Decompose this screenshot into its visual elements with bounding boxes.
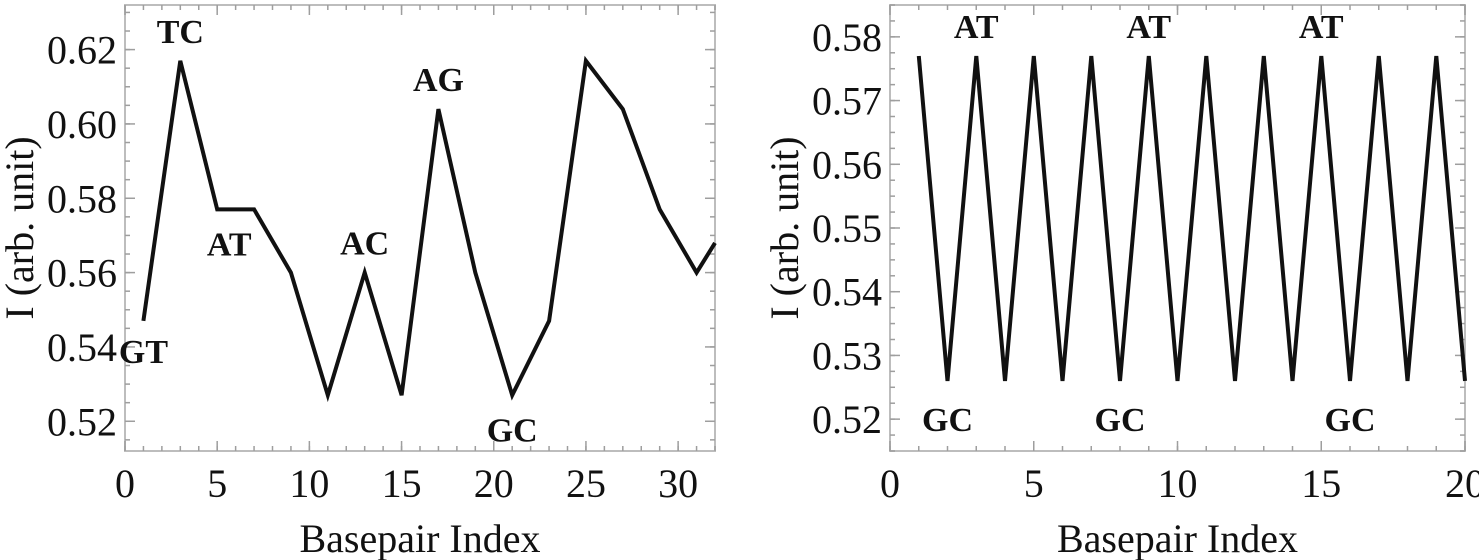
right-annotation-at: AT — [954, 9, 999, 46]
right-y-tick-label: 0.54 — [812, 270, 882, 315]
left-x-tick-label: 0 — [115, 461, 135, 506]
right-annotation-gc: GC — [1095, 402, 1146, 439]
left-annotation-ac: AC — [340, 226, 389, 263]
right-chart-panel: 0 5 10 15 200.520.530.540.550.560.570.58 AT A… — [762, 4, 1479, 560]
right-x-tick-label: 5 — [1024, 461, 1044, 506]
right-y-axis-label: I (arb. unit) — [762, 136, 807, 319]
right-annotation-gc: GC — [922, 402, 973, 439]
left-series-layer — [141, 55, 717, 403]
right-axis-ticks: 0 5 10 15 20 0.52 0.53 0.54 0.55 0.56 0.57 0.58 — [812, 4, 1479, 506]
left-axis-ticks: 0 5 10 15 20 25 30 0.52 0.54 0.56 0.58 0.60 0.62 — [47, 5, 716, 506]
left-annotation-gt: GT — [119, 334, 168, 371]
right-annotation-at: AT — [1299, 9, 1344, 46]
right-series-layer — [916, 55, 1467, 382]
left-x-tick-label: 20 — [474, 461, 514, 506]
left-x-tick-label: 25 — [566, 461, 606, 506]
left-y-tick-label: 0.60 — [47, 102, 117, 147]
right-y-tick-label: 0.52 — [812, 397, 882, 442]
right-y-tick-label: 0.56 — [812, 142, 882, 187]
left-annotation-tc: TC — [157, 14, 204, 51]
left-x-tick-label: 15 — [382, 461, 422, 506]
right-x-tick-label: 15 — [1301, 461, 1341, 506]
left-y-tick-label: 0.62 — [47, 28, 117, 73]
right-x-axis-label: Basepair Index — [1057, 516, 1298, 560]
left-annotations: TC AT GT AC AG GC — [119, 14, 538, 450]
left-x-axis-label: Basepair Index — [299, 516, 540, 560]
left-chart-panel: 0 5 10 15 20 25 30 0.52 0.54 0.56 0.58 0.60 0.62 TC A… — [0, 4, 717, 560]
left-y-tick-label: 0.58 — [47, 176, 117, 221]
left-annotation-at: AT — [207, 226, 252, 263]
right-annotation-at: AT — [1126, 9, 1171, 46]
right-annotations: AT AT AT GC GC GC — [922, 9, 1376, 439]
right-x-tick-label: 10 — [1158, 461, 1198, 506]
left-x-tick-label: 30 — [658, 461, 698, 506]
right-y-tick-label: 0.53 — [812, 333, 882, 378]
right-y-tick-label: 0.57 — [812, 79, 882, 124]
left-x-tick-label: 5 — [207, 461, 227, 506]
left-y-tick-label: 0.52 — [47, 399, 117, 444]
left-y-axis-label: I (arb. unit) — [0, 136, 42, 319]
left-y-tick-label: 0.54 — [47, 325, 117, 370]
right-x-tick-label: 20 — [1445, 461, 1479, 506]
left-data-line-0 — [141, 55, 717, 403]
right-data-line-0 — [916, 55, 1467, 382]
left-annotation-gc: GC — [487, 412, 538, 449]
left-annotation-ag: AG — [413, 62, 464, 99]
right-x-tick-label: 0 — [880, 461, 900, 506]
left-y-tick-label: 0.56 — [47, 251, 117, 296]
right-annotation-gc: GC — [1325, 402, 1376, 439]
right-y-tick-label: 0.55 — [812, 206, 882, 251]
left-x-tick-label: 10 — [289, 461, 329, 506]
right-y-tick-label: 0.58 — [812, 15, 882, 60]
